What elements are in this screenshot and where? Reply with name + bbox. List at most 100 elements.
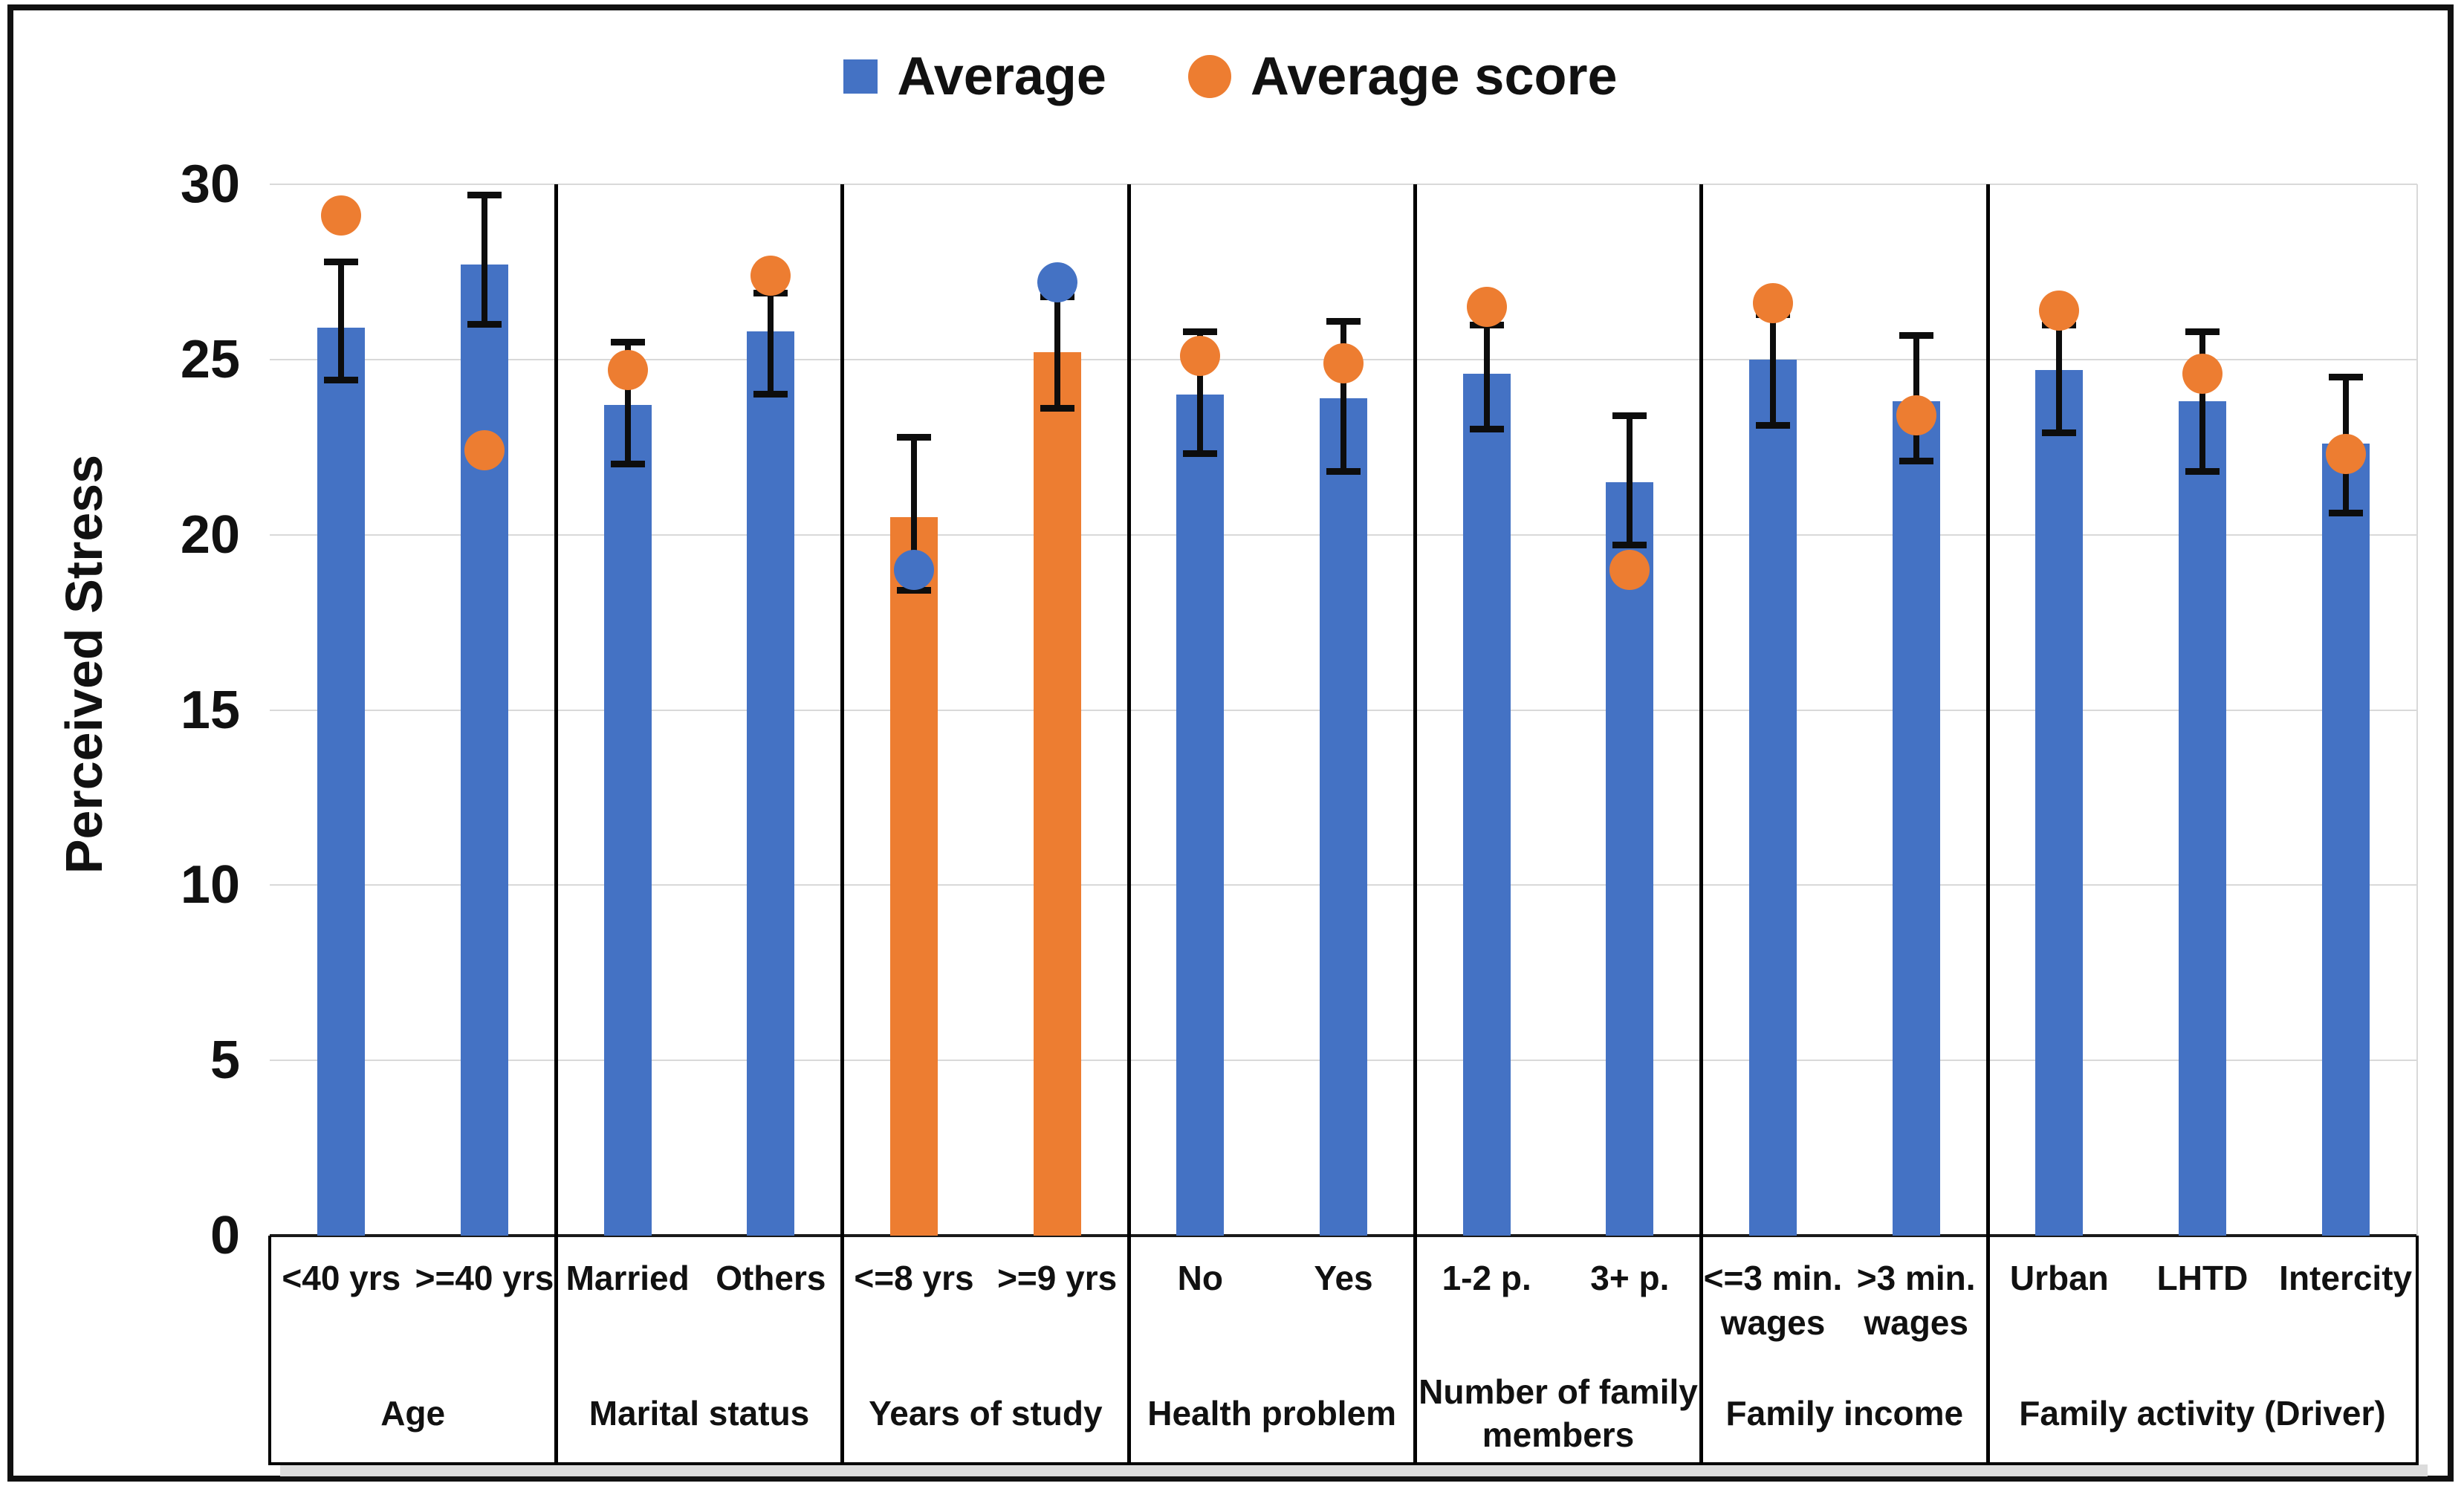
average-score-dot-3-min-wages <box>1896 395 1936 436</box>
bar-intercity <box>2321 444 2370 1236</box>
error-bar-cap-bottom-3-min-wages <box>1899 457 1933 464</box>
bar-lhtd <box>2179 401 2226 1236</box>
plot-right-edge <box>2416 184 2418 1236</box>
error-bar-lhtd <box>2199 331 2205 472</box>
group-separator-1 <box>554 184 558 1464</box>
bar-married <box>603 405 652 1236</box>
legend-square-marker-icon <box>843 59 878 94</box>
average-score-dot-3-min-wages <box>1753 283 1793 324</box>
group-separator-5 <box>1699 184 1704 1464</box>
y-tick-label-0: 0 <box>210 1206 240 1265</box>
error-bar-cap-bottom-8-yrs <box>897 587 931 594</box>
group-separator-6 <box>1985 184 1990 1464</box>
category-label-married: Married <box>565 1259 690 1297</box>
error-bar-urban <box>2056 324 2063 433</box>
error-bar-cap-bottom-3-p <box>1612 541 1647 548</box>
bar-40-yrs <box>317 328 366 1236</box>
error-bar-cap-bottom-lhtd <box>2185 467 2220 475</box>
error-bar-cap-top-intercity <box>2328 374 2363 381</box>
error-bar-cap-top-yes <box>1326 317 1361 325</box>
bar-3-p <box>1606 481 1654 1236</box>
group-label-age: Age <box>380 1394 446 1433</box>
bar-3-min-wages <box>1892 401 1940 1236</box>
error-bar-cap-bottom-no <box>1183 450 1218 458</box>
y-tick-label-25: 25 <box>180 329 240 389</box>
error-bar-cap-top-no <box>1183 328 1218 336</box>
bar-others <box>747 331 795 1236</box>
error-bar-cap-bottom-yes <box>1326 467 1361 475</box>
group-separator-4 <box>1413 184 1417 1464</box>
error-bar-3-min-wages <box>1770 314 1776 426</box>
average-score-dot-9-yrs <box>1037 262 1077 303</box>
error-bar-no <box>1197 331 1204 455</box>
average-score-dot-40-yrs <box>321 195 362 236</box>
label-box-left-border <box>268 1236 271 1464</box>
error-bar-40-yrs <box>338 261 345 381</box>
error-bar-cap-top-married <box>610 339 645 346</box>
y-tick-label-10: 10 <box>180 855 240 915</box>
legend-circle-marker-icon <box>1187 55 1231 98</box>
average-score-dot-lhtd <box>2182 353 2223 394</box>
y-tick-label-5: 5 <box>210 1031 240 1091</box>
error-bar-cap-top-lhtd <box>2185 328 2220 336</box>
error-bar-cap-bottom-40-yrs <box>467 320 502 328</box>
average-score-dot-3-p <box>1609 549 1650 590</box>
error-bar-cap-bottom-40-yrs <box>324 377 359 384</box>
error-bar-married <box>624 342 631 465</box>
legend-item-average: Average <box>843 46 1106 107</box>
bar-no <box>1176 395 1225 1236</box>
label-box-right-border <box>2416 1236 2419 1464</box>
error-bar-cap-bottom-others <box>753 391 788 398</box>
category-label-40-yrs: <40 yrs <box>282 1259 401 1297</box>
error-bar-cap-bottom-urban <box>2042 429 2077 436</box>
bar-yes <box>1320 398 1367 1236</box>
error-bar-yes <box>1340 320 1346 472</box>
category-label-lhtd: LHTD <box>2156 1259 2249 1297</box>
average-score-dot-8-yrs <box>894 549 934 590</box>
category-label-3-p: 3+ p. <box>1590 1259 1670 1297</box>
category-label-1-2-p: 1-2 p. <box>1442 1259 1531 1297</box>
category-label-3-min-wages: <=3 min. wages <box>1703 1259 1843 1342</box>
error-bar-3-p <box>1627 415 1633 545</box>
average-score-dot-yes <box>1323 343 1364 383</box>
group-label-family-activity-driver-: Family activity (Driver) <box>2019 1394 2386 1433</box>
legend-label: Average <box>897 47 1106 106</box>
legend-label: Average score <box>1250 47 1618 106</box>
group-label-years-of-study: Years of study <box>869 1394 1103 1433</box>
error-bar-9-yrs <box>1054 296 1060 409</box>
category-label-9-yrs: >=9 yrs <box>997 1259 1118 1297</box>
bar-40-yrs <box>461 265 508 1236</box>
y-tick-label-20: 20 <box>180 505 240 565</box>
average-score-dot-1-2-p <box>1466 287 1507 328</box>
group-separator-2 <box>840 184 845 1464</box>
average-score-dot-no <box>1180 336 1221 377</box>
group-label-number-of-family-members: Number of family members <box>1419 1372 1698 1454</box>
category-label-no: No <box>1177 1259 1223 1297</box>
y-axis-title: Perceived Stress <box>55 454 113 875</box>
error-bar-cap-top-40-yrs <box>467 192 502 199</box>
category-label-8-yrs: <=8 yrs <box>854 1259 974 1297</box>
error-bar-cap-bottom-intercity <box>2328 510 2363 517</box>
category-label-yes: Yes <box>1314 1259 1373 1297</box>
error-bar-1-2-p <box>1483 324 1490 430</box>
error-bar-cap-top-8-yrs <box>897 433 931 441</box>
gridline-30 <box>270 184 2417 185</box>
bar-urban <box>2035 369 2084 1236</box>
bar-8-yrs <box>890 517 938 1236</box>
error-bar-cap-top-3-p <box>1612 412 1647 420</box>
group-label-marital-status: Marital status <box>589 1394 810 1433</box>
category-label-40-yrs: >=40 yrs <box>415 1259 554 1297</box>
y-tick-label-15: 15 <box>180 680 240 740</box>
group-label-family-income: Family income <box>1725 1394 1964 1433</box>
legend-item-average-score: Average score <box>1187 46 1618 107</box>
group-separator-3 <box>1126 184 1131 1464</box>
error-bar-cap-bottom-1-2-p <box>1469 426 1504 433</box>
label-box-shadow <box>280 1464 2428 1476</box>
bar-9-yrs <box>1033 352 1081 1236</box>
figure-frame: Average Average score Perceived Stress 30… <box>7 4 2454 1482</box>
chart-canvas: Average Average score Perceived Stress 30… <box>13 10 2448 1476</box>
category-label-urban: Urban <box>2009 1259 2109 1297</box>
group-label-health-problem: Health problem <box>1147 1394 1397 1433</box>
category-label-3-min-wages: >3 min. wages <box>1856 1259 1976 1342</box>
average-score-dot-married <box>607 349 648 390</box>
